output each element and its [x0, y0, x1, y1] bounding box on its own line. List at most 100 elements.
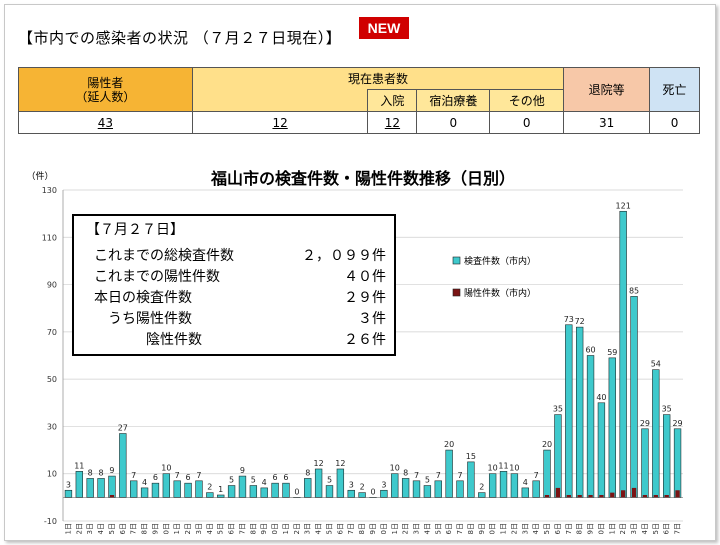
positive-count-bar: [588, 494, 593, 498]
test-count-bar: [510, 473, 519, 498]
data-label: 9: [109, 466, 114, 475]
daily-tests-chart: 福山市の検査件数・陽性件数推移（日別） （件） -101030507090110…: [26, 169, 683, 535]
data-label: 10: [161, 464, 171, 473]
test-count-bar: [238, 475, 247, 498]
test-count-bar: [151, 482, 160, 498]
status-table: 陽性者 （延人数） 現在患者数 退院等 死亡 入院 宿泊療養 その他 43 12…: [18, 67, 700, 134]
test-count-bar: [347, 489, 355, 498]
test-count-bar: [140, 487, 149, 498]
data-label: 3: [66, 480, 71, 489]
current-patients-link[interactable]: 12: [272, 115, 288, 130]
hospitalized-value[interactable]: 12: [367, 111, 418, 134]
other-header: その他: [489, 89, 565, 112]
test-count-bar: [75, 471, 83, 498]
y-tick-label: 10: [47, 470, 57, 479]
test-count-bar: [586, 355, 595, 498]
x-tick-label: 6月18日: [249, 523, 257, 535]
test-count-bar: [543, 449, 551, 498]
positive-count-bar: [664, 494, 669, 498]
data-label: 4: [262, 478, 267, 487]
current-patients-value[interactable]: 12: [191, 111, 369, 134]
summary-value: ２９件: [344, 290, 386, 306]
data-label: 7: [175, 471, 180, 480]
test-count-bar: [423, 485, 432, 498]
x-tick-label: 6月16日: [228, 523, 236, 535]
deaths-value: 0: [649, 111, 700, 134]
summary-label: 陰性件数: [146, 332, 202, 348]
x-tick-label: 6月13日: [195, 523, 203, 535]
test-count-bar: [173, 480, 181, 498]
test-count-bar: [391, 473, 399, 498]
legend-tests-swatch: [452, 256, 461, 265]
x-tick-label: 6月29日: [369, 523, 377, 535]
data-label: 5: [251, 476, 256, 485]
test-count-bar: [304, 478, 312, 498]
x-tick-label: 7月1日: [391, 523, 399, 535]
data-label: 7: [131, 471, 136, 480]
positive-count-bar: [555, 487, 561, 498]
hotel-value: 0: [416, 111, 491, 134]
test-count-bar: [445, 449, 453, 498]
x-tick-label: 6月24日: [315, 523, 323, 535]
data-label: 11: [74, 461, 84, 470]
data-label: 7: [196, 471, 201, 480]
summary-label: うち陽性件数: [108, 311, 192, 327]
test-count-bar: [358, 492, 366, 498]
data-label: 59: [607, 348, 617, 357]
summary-label: これまでの陽性件数: [94, 269, 220, 285]
test-count-bar: [488, 473, 497, 498]
test-count-bar: [499, 471, 508, 498]
positive-count-bar: [599, 494, 604, 498]
test-count-bar: [608, 357, 616, 498]
positive-value[interactable]: 43: [18, 111, 193, 134]
test-count-bar: [195, 480, 203, 498]
positive-count-bar: [610, 492, 615, 498]
summary-label: 本日の検査件数: [94, 290, 192, 306]
test-count-bar: [597, 402, 606, 498]
new-badge: NEW: [359, 17, 409, 39]
x-tick-label: 6月5日: [108, 523, 116, 535]
data-label: 7: [436, 471, 441, 480]
data-label: 29: [640, 419, 650, 428]
test-count-bar: [184, 482, 192, 498]
data-label: 6: [153, 473, 158, 482]
legend-tests-label: 検査件数（市内）: [464, 255, 536, 267]
data-label: 0: [294, 487, 299, 496]
x-tick-label: 6月28日: [358, 523, 366, 535]
test-count-bar: [162, 473, 171, 498]
test-count-bar: [630, 296, 638, 498]
test-count-bar: [565, 324, 573, 498]
x-tick-label: 7月2日: [402, 523, 410, 535]
x-tick-label: 6月15日: [217, 523, 225, 535]
test-count-bar: [521, 487, 529, 498]
x-tick-label: 6月4日: [97, 523, 105, 535]
x-tick-label: 6月1日: [64, 523, 72, 535]
test-count-bar: [249, 485, 258, 498]
test-count-bar: [434, 480, 442, 498]
data-label: 20: [542, 440, 552, 449]
positive-header: 陽性者 （延人数）: [18, 67, 193, 112]
x-tick-label: 6月19日: [260, 523, 268, 535]
data-label: 7: [534, 471, 539, 480]
bars: [64, 210, 682, 498]
test-count-bar: [314, 468, 323, 498]
hospitalized-link[interactable]: 12: [384, 115, 401, 130]
x-tick-label: 7月20日: [597, 523, 605, 535]
x-tick-label: 7月4日: [423, 523, 431, 535]
data-label: 5: [327, 476, 332, 485]
data-label: 7: [457, 471, 462, 480]
summary-value: ２，０９９件: [302, 248, 386, 264]
y-tick-label: 110: [42, 233, 57, 242]
current-patients-header-blank: [191, 89, 369, 112]
x-tick-label: 6月6日: [119, 523, 127, 535]
positive-link[interactable]: 43: [97, 115, 113, 130]
x-tick-label: 7月24日: [641, 523, 649, 535]
test-count-bar: [380, 489, 388, 498]
x-tick-label: 6月12日: [184, 523, 192, 535]
x-tick-label: 7月16日: [554, 523, 562, 535]
data-label: 40: [596, 393, 606, 402]
data-label: 35: [662, 405, 672, 414]
positive-count-bar: [675, 490, 680, 498]
legend-positives-swatch: [452, 288, 461, 297]
